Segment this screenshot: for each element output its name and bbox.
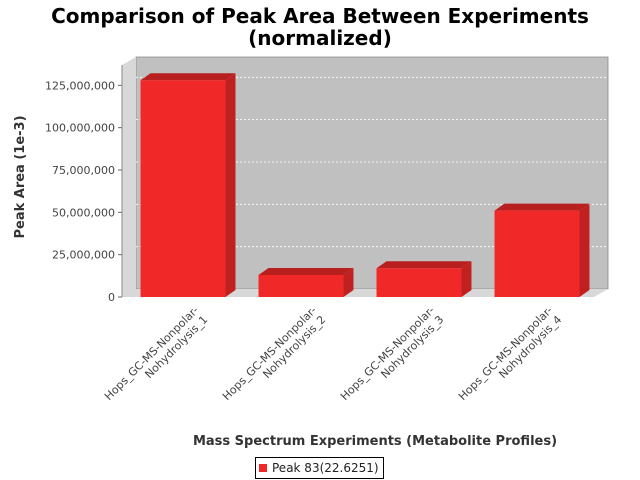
y-tick-label: 25,000,000 [52, 249, 115, 262]
x-tick-label: Hops_GC-MS-Nonpolar-Nohydrolysis_2 [220, 304, 328, 412]
x-tick-label: Hops_GC-MS-Nonpolar-Nohydrolysis_4 [456, 304, 564, 412]
bar-side [225, 73, 236, 297]
chart-title-line1: Comparison of Peak Area Between Experime… [51, 4, 589, 28]
bar [140, 80, 226, 297]
x-tick-label: Hops_GC-MS-Nonpolar-Nohydrolysis_1 [102, 304, 210, 412]
bar-side [343, 267, 354, 297]
y-tick-label: 100,000,000 [45, 122, 115, 135]
y-tick-label: 75,000,000 [52, 164, 115, 177]
bar-side [461, 261, 472, 297]
bar-top [258, 267, 354, 275]
y-tick-label: 50,000,000 [52, 206, 115, 219]
bar [494, 210, 580, 297]
bar-top [376, 261, 472, 269]
bar-side [579, 203, 590, 297]
legend: Peak 83(22.6251) [255, 457, 384, 479]
y-tick-label: 0 [108, 291, 115, 304]
bar-top [494, 203, 590, 211]
bar-top [140, 73, 236, 81]
x-tick-label: Hops_GC-MS-Nonpolar-Nohydrolysis_3 [338, 304, 446, 412]
bar [258, 274, 344, 297]
legend-label: Peak 83(22.6251) [272, 461, 379, 475]
x-axis-label: Mass Spectrum Experiments (Metabolite Pr… [193, 434, 557, 449]
legend-swatch [259, 464, 267, 472]
y-axis-label: Peak Area (1e-3) [13, 115, 28, 238]
chart-title-line2: (normalized) [248, 26, 392, 50]
plot-floor [122, 289, 608, 297]
bar [376, 268, 462, 297]
plot-left-wall [122, 57, 136, 297]
y-tick-label: 125,000,000 [45, 79, 115, 92]
